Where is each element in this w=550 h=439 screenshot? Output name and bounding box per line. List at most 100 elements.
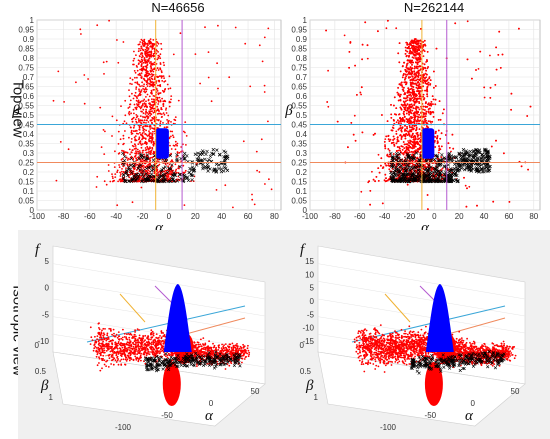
red-point [390, 113, 393, 116]
red-point [430, 101, 433, 103]
red-point [148, 132, 151, 134]
y-tick-label: 0.75 [18, 64, 34, 73]
red-point [145, 108, 148, 111]
red-point [120, 170, 123, 173]
black-x-mark [222, 165, 227, 170]
red-point [163, 113, 166, 116]
red-point [138, 47, 140, 50]
red-point [426, 93, 428, 96]
red-point [182, 164, 185, 167]
black-x-mark [212, 168, 216, 172]
red-point [160, 107, 163, 109]
black-x-mark [157, 173, 162, 177]
red-point [409, 66, 412, 69]
red-point [145, 60, 148, 63]
red-point [150, 84, 153, 86]
black-x-mark [211, 147, 216, 152]
red-point [150, 119, 152, 122]
y-tick-label: 0.35 [18, 140, 34, 149]
red-point [135, 132, 138, 135]
red-point [140, 72, 143, 74]
black-x-mark [175, 157, 179, 161]
red-point [140, 47, 143, 50]
red-point [174, 163, 177, 166]
red-point [137, 50, 140, 53]
red-point [87, 78, 89, 80]
red-point [144, 133, 147, 135]
red-point [174, 140, 177, 143]
red-point [392, 153, 395, 155]
red-point [434, 85, 437, 87]
red-point [352, 133, 355, 136]
red-point [440, 145, 443, 148]
red-point [152, 73, 154, 76]
red-point [416, 120, 418, 123]
black-x-mark [196, 157, 201, 162]
black-x-mark [133, 175, 138, 180]
red-point [434, 136, 436, 138]
red-point [146, 165, 148, 168]
red-point [415, 71, 418, 74]
black-x-mark [123, 171, 128, 175]
red-point [157, 69, 160, 71]
red-point [377, 30, 379, 33]
black-x-mark [194, 163, 199, 167]
red-point [161, 115, 163, 118]
red-point [138, 180, 141, 183]
red-point [168, 136, 171, 139]
red-point [152, 63, 155, 66]
red-point [498, 30, 501, 33]
red-point [140, 146, 143, 149]
red-point [406, 127, 408, 130]
black-x-mark [122, 178, 127, 183]
red-point [137, 43, 140, 46]
black-x-mark [162, 175, 166, 180]
red-point [133, 94, 136, 97]
red-point [408, 52, 411, 55]
red-point [145, 103, 147, 105]
red-point [137, 138, 140, 141]
red-point [137, 73, 140, 76]
red-point [510, 92, 513, 95]
red-point [111, 115, 114, 118]
red-point [406, 183, 409, 186]
red-point [164, 88, 166, 91]
red-point [176, 144, 179, 147]
red-point [207, 76, 210, 79]
red-point [184, 171, 186, 174]
red-point [149, 153, 151, 155]
red-point [112, 177, 114, 180]
red-point [159, 112, 162, 115]
red-point [153, 120, 156, 123]
red-point [143, 102, 146, 105]
red-point [409, 49, 412, 52]
red-point [375, 176, 378, 178]
red-point [145, 151, 148, 154]
red-point [383, 141, 386, 143]
red-point [401, 65, 404, 68]
red-point [116, 171, 119, 173]
red-point [135, 164, 138, 166]
red-point [416, 48, 419, 51]
red-point [136, 115, 139, 118]
red-point [170, 98, 172, 101]
red-point [149, 114, 152, 117]
red-point [175, 143, 177, 146]
black-x-mark [133, 179, 138, 183]
red-point [152, 117, 155, 120]
red-point [210, 100, 213, 103]
red-point [146, 56, 148, 58]
red-point [147, 147, 149, 150]
red-point [417, 116, 420, 119]
red-point [436, 137, 438, 140]
red-point [139, 115, 142, 117]
red-point [146, 49, 149, 52]
red-point [415, 129, 417, 132]
red-point [410, 150, 413, 153]
red-point [391, 126, 394, 129]
red-point [427, 103, 429, 106]
red-point [142, 100, 145, 102]
red-point [134, 81, 137, 84]
red-point [417, 111, 420, 114]
red-point [404, 124, 406, 127]
